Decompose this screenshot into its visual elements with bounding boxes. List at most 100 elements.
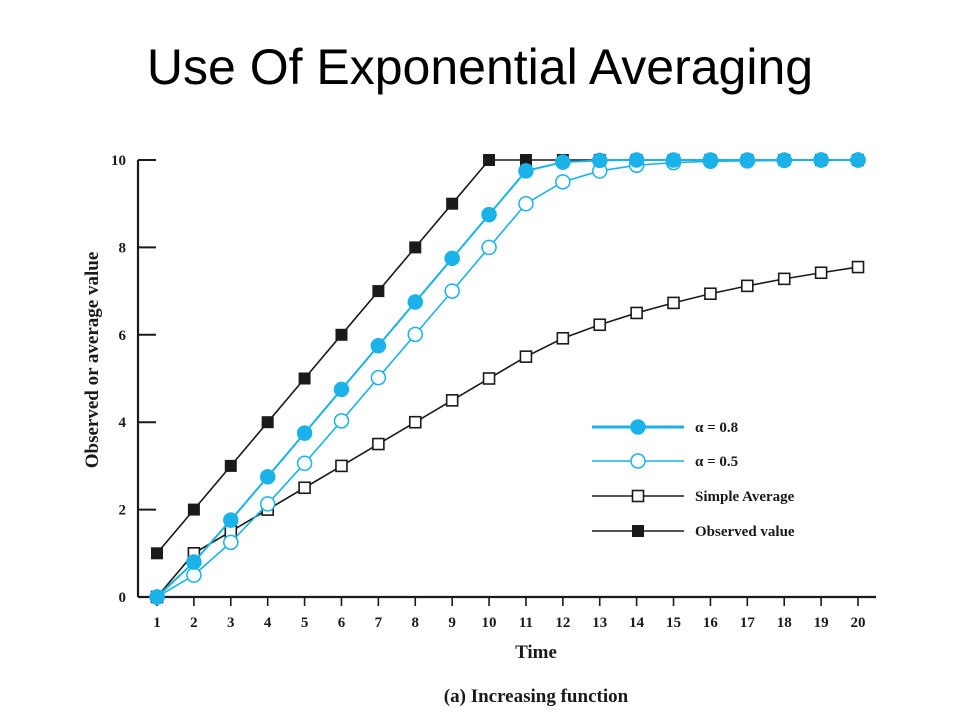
x-tick-label: 6 <box>338 615 346 631</box>
legend-marker <box>630 419 646 435</box>
data-point <box>665 152 682 168</box>
data-point <box>335 328 348 341</box>
data-point <box>333 413 350 429</box>
x-tick-label: 8 <box>412 615 420 631</box>
data-point <box>298 481 311 495</box>
data-point <box>630 306 643 320</box>
legend-item-0-8: α = 0.8 <box>592 419 738 436</box>
data-point <box>591 152 608 169</box>
data-point <box>444 250 460 267</box>
x-tick-label: 1 <box>153 615 161 631</box>
data-point <box>481 239 497 256</box>
x-tick-label: 3 <box>227 615 235 631</box>
data-point <box>187 503 200 516</box>
x-tick-label: 10 <box>482 615 497 631</box>
y-tick-label: 4 <box>119 415 127 431</box>
data-point <box>444 283 460 299</box>
legend-marker <box>632 525 644 537</box>
data-point <box>409 241 422 254</box>
x-tick-label: 13 <box>592 615 607 631</box>
y-tick-label: 0 <box>119 590 127 606</box>
data-point <box>556 331 570 345</box>
legend-label: α = 0.8 <box>695 420 738 436</box>
data-point <box>702 152 719 168</box>
data-point <box>850 152 866 168</box>
legend-marker <box>630 453 646 469</box>
data-point <box>259 469 276 485</box>
legend-label: Simple Average <box>695 489 795 505</box>
data-point <box>151 547 163 560</box>
data-point <box>372 437 385 451</box>
data-point <box>555 154 571 170</box>
legend-label: α = 0.5 <box>695 454 738 470</box>
x-tick-label: 20 <box>851 615 866 631</box>
data-point <box>704 287 717 301</box>
x-tick-label: 12 <box>555 615 570 631</box>
data-point <box>149 589 165 605</box>
y-axis-label: Observed or average value <box>82 252 103 469</box>
data-point <box>298 372 311 385</box>
x-tick-label: 18 <box>777 615 792 631</box>
data-point <box>776 152 792 168</box>
legend-item-0-5: α = 0.5 <box>592 453 738 470</box>
series-simple-average <box>150 260 865 604</box>
y-tick-label: 6 <box>119 328 127 344</box>
data-point <box>224 459 237 472</box>
data-point <box>372 285 385 298</box>
data-point <box>259 496 276 512</box>
series-line <box>156 266 859 598</box>
data-point <box>667 296 680 310</box>
data-point <box>446 197 459 210</box>
data-point <box>296 455 313 472</box>
legend: α = 0.8 α = 0.5 Simple Average Observed val… <box>592 419 795 540</box>
data-point <box>223 534 239 551</box>
x-tick-label: 4 <box>264 615 272 631</box>
chart-caption: (a) Increasing function <box>444 686 629 707</box>
data-point <box>408 415 422 429</box>
data-point <box>333 381 350 398</box>
data-point <box>370 337 387 354</box>
x-axis-label: Time <box>515 642 557 663</box>
data-point <box>445 394 459 407</box>
data-point <box>593 318 607 332</box>
legend-marker <box>631 489 645 503</box>
data-point <box>296 425 313 441</box>
data-point <box>813 152 829 168</box>
data-point <box>555 174 571 190</box>
slide-title: Use Of Exponential Averaging <box>146 39 814 95</box>
x-tick-label: 17 <box>740 615 756 631</box>
legend-label: Observed value <box>695 524 795 540</box>
data-point <box>482 372 496 385</box>
y-tick-label: 2 <box>119 503 127 519</box>
x-tick-label: 9 <box>448 615 456 631</box>
data-point <box>628 152 645 168</box>
data-point <box>481 206 497 223</box>
data-point <box>186 567 202 583</box>
x-tick-label: 19 <box>814 615 829 631</box>
series-layer <box>149 152 866 605</box>
data-point <box>777 272 791 286</box>
y-tick-label: 10 <box>111 153 126 169</box>
data-point <box>741 279 754 293</box>
data-point <box>261 416 274 429</box>
x-tick-label: 5 <box>301 615 309 631</box>
x-tick-label: 7 <box>375 615 383 631</box>
data-point <box>518 195 534 212</box>
x-tick-label: 11 <box>519 615 533 631</box>
series-0-8 <box>149 152 866 605</box>
data-point <box>370 369 387 386</box>
data-point <box>851 260 865 274</box>
x-tick-label: 2 <box>190 615 198 631</box>
data-point <box>407 326 424 343</box>
data-point <box>519 350 533 363</box>
x-tick-label: 16 <box>703 615 719 631</box>
x-tick-label: 15 <box>666 615 681 631</box>
data-point <box>223 512 239 528</box>
data-point <box>483 154 496 166</box>
x-tick-label: 14 <box>629 615 645 631</box>
data-point <box>739 152 756 168</box>
data-point <box>186 554 202 570</box>
data-point <box>814 266 828 280</box>
